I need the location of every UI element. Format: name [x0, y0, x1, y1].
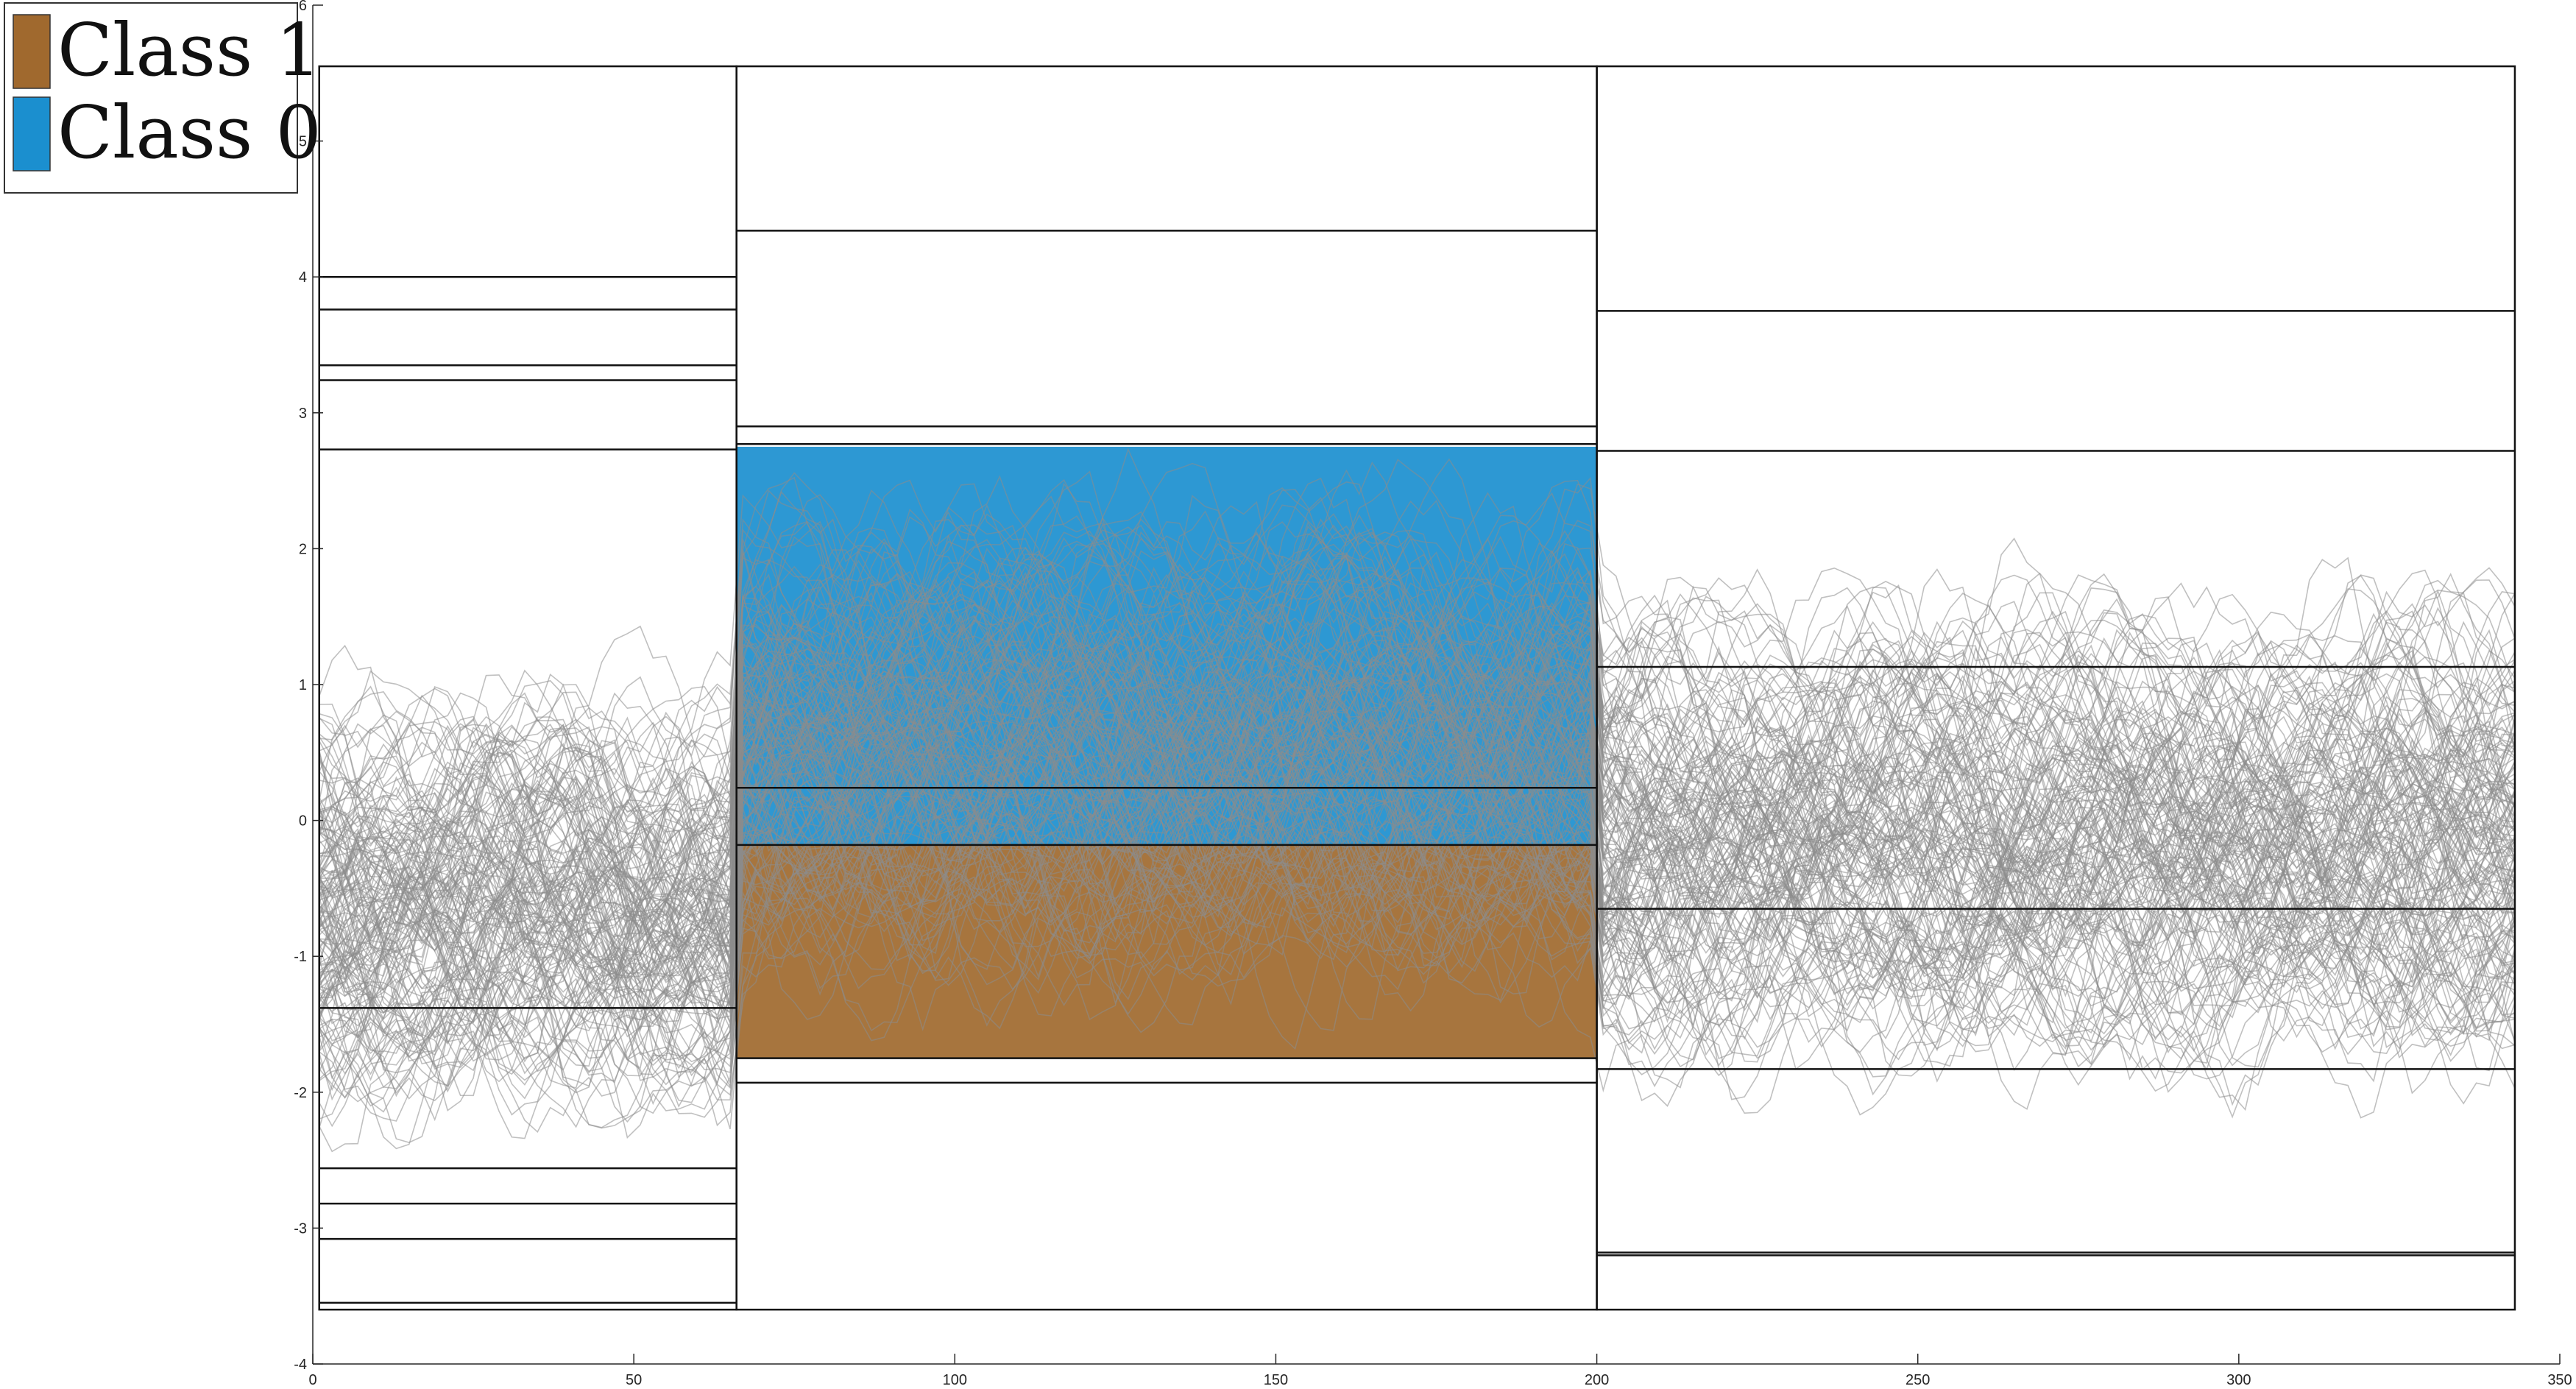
y-tick-label: 1 [299, 677, 307, 693]
data-series [318, 448, 2516, 1153]
series-line [318, 525, 2516, 953]
series-line [319, 595, 2516, 978]
series-line [319, 615, 2516, 939]
series-line [319, 718, 2516, 1066]
box-outline-3 [1596, 65, 2516, 1311]
series-line [319, 518, 2516, 976]
series-line [319, 462, 2516, 893]
series-line [318, 462, 2516, 986]
series-line [319, 710, 2516, 1129]
y-tick-label: 2 [299, 541, 307, 557]
series-line [319, 459, 2516, 935]
legend-swatch-class-0 [13, 96, 51, 172]
y-tick-label: 6 [299, 0, 307, 14]
series-line [319, 640, 2516, 1067]
series-line [319, 513, 2516, 1003]
series-line [319, 735, 2516, 1042]
series-line [319, 721, 2516, 1088]
series-line [319, 559, 2516, 961]
series-line [318, 482, 2516, 963]
series-line [318, 476, 2516, 992]
y-tick-label: 3 [299, 406, 307, 422]
x-tick-label: 0 [308, 1372, 316, 1388]
legend-box [4, 2, 298, 194]
x-tick-label: 100 [943, 1372, 967, 1388]
x-tick-label: 150 [1264, 1372, 1288, 1388]
series-line [319, 483, 2516, 1029]
x-tick-label: 250 [1906, 1372, 1930, 1388]
threshold-lines [319, 230, 2515, 1304]
series-line [318, 731, 2516, 1128]
series-line [318, 706, 2516, 1139]
y-tick-label: 0 [299, 813, 307, 830]
y-tick-label: -3 [294, 1220, 307, 1237]
series-line [319, 511, 2516, 961]
legend-label-class-1: Class 1 [57, 9, 322, 93]
x-tick-label: 200 [1585, 1372, 1609, 1388]
series-line [319, 528, 2516, 937]
series-line [319, 691, 2516, 1006]
series-line [318, 472, 2516, 997]
series-line [319, 448, 2516, 999]
y-tick-label: -2 [294, 1085, 307, 1101]
x-tick-label: 50 [626, 1372, 642, 1388]
series-line [319, 650, 2516, 1123]
series-line [318, 652, 2516, 1092]
series-line [319, 634, 2516, 984]
series-line [319, 617, 2516, 982]
series-line [318, 810, 2516, 1075]
legend-swatch-class-1 [13, 14, 51, 89]
x-tick-label: 300 [2226, 1372, 2251, 1388]
series-line [319, 672, 2516, 1086]
series-line [319, 593, 2516, 1075]
series-line [318, 756, 2516, 1084]
series-line [319, 579, 2516, 954]
series-line [319, 594, 2516, 1066]
series-line [319, 732, 2516, 1005]
series-line [319, 699, 2516, 1108]
series-line [319, 568, 2516, 931]
series-line [319, 529, 2516, 1019]
box-outlines [318, 65, 2516, 1311]
series-line [319, 592, 2516, 1062]
series-line [319, 730, 2516, 1086]
legend-label-class-0: Class 0 [57, 91, 322, 175]
series-line [319, 601, 2516, 972]
x-tick-label: 350 [2547, 1372, 2572, 1388]
axes: 0 50 100 150 200 250 300 350 -4 -3 -2 -1 0 1 2 3 4 5 6 [294, 0, 2572, 1388]
series-line [319, 651, 2516, 1056]
y-tick-label: 5 [299, 134, 307, 150]
y-tick-label: 4 [299, 269, 307, 286]
series-line [319, 716, 2516, 1116]
series-line [318, 676, 2516, 1150]
series-line [318, 631, 2516, 1075]
y-tick-label: -4 [294, 1357, 307, 1373]
y-tick-label: -1 [294, 949, 307, 965]
